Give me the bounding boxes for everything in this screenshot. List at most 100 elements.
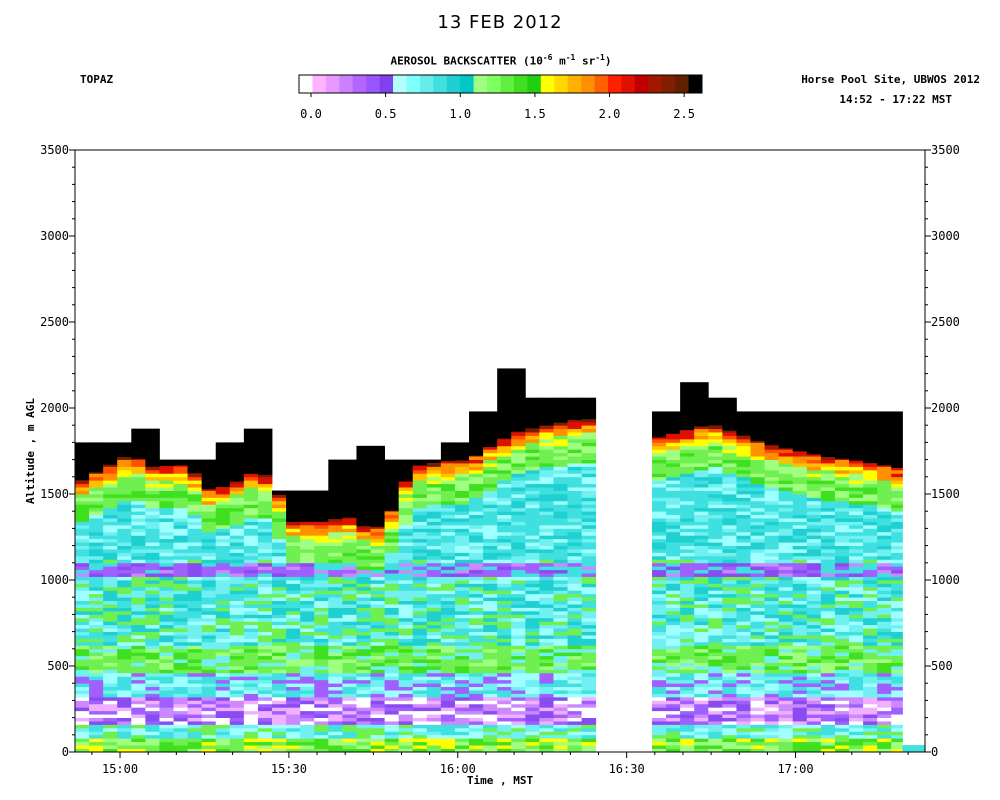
backscatter-cell (117, 727, 132, 732)
backscatter-cell (666, 528, 681, 533)
backscatter-cell (539, 676, 554, 681)
backscatter-cell (764, 621, 780, 626)
backscatter-cell (384, 617, 400, 622)
backscatter-cell (131, 607, 146, 612)
backscatter-cell (257, 721, 273, 725)
backscatter-cell (103, 535, 118, 540)
backscatter-cell (806, 614, 822, 619)
backscatter-cell (834, 590, 850, 595)
backscatter-cell (651, 542, 667, 546)
backscatter-cell (750, 514, 765, 519)
backscatter-cell (215, 538, 231, 543)
backscatter-cell (525, 617, 540, 622)
backscatter-cell (483, 683, 498, 688)
backscatter-cell (820, 741, 836, 746)
backscatter-cell (736, 576, 751, 581)
backscatter-cell (89, 610, 104, 615)
backscatter-cell (103, 741, 118, 746)
backscatter-cell (243, 476, 259, 481)
backscatter-cell (201, 576, 217, 581)
backscatter-cell (483, 576, 498, 581)
backscatter-cell (159, 614, 174, 619)
backscatter-cell (384, 731, 400, 736)
colorbar-swatch (352, 75, 367, 93)
backscatter-cell (173, 745, 188, 749)
backscatter-cell (680, 542, 695, 546)
backscatter-cell (75, 617, 90, 622)
backscatter-cell (314, 610, 329, 615)
backscatter-cell (778, 576, 794, 581)
backscatter-cell (103, 487, 118, 491)
backscatter-cell (722, 741, 737, 746)
backscatter-cell (539, 555, 554, 560)
backscatter-cell (117, 621, 132, 626)
backscatter-cell (750, 531, 765, 536)
backscatter-cell (356, 734, 371, 739)
backscatter-cell (736, 549, 751, 553)
backscatter-cell (103, 731, 118, 736)
backscatter-cell (820, 676, 836, 681)
backscatter-cell (806, 507, 822, 512)
backscatter-cell (187, 703, 203, 708)
backscatter-cell (666, 469, 681, 474)
backscatter-cell (539, 528, 554, 533)
backscatter-cell (483, 727, 498, 732)
backscatter-cell (398, 569, 414, 574)
backscatter-cell (581, 473, 597, 478)
backscatter-cell (483, 542, 498, 546)
colorbar-swatch (540, 75, 555, 93)
backscatter-cell (581, 645, 597, 650)
backscatter-cell (412, 617, 428, 622)
backscatter-cell (525, 621, 540, 626)
backscatter-cell (159, 487, 174, 491)
backscatter-cell (243, 528, 259, 533)
backscatter-cell (764, 469, 780, 474)
backscatter-cell (722, 607, 737, 612)
backscatter-cell (849, 545, 864, 550)
backscatter-cell (370, 635, 386, 639)
backscatter-cell (778, 456, 794, 460)
backscatter-cell (314, 617, 329, 622)
backscatter-cell (229, 542, 245, 546)
backscatter-cell (328, 600, 343, 605)
backscatter-cell (567, 452, 583, 457)
backscatter-cell (497, 631, 512, 636)
backscatter-cell (792, 600, 808, 605)
backscatter-cell (229, 521, 245, 526)
backscatter-cell (370, 549, 386, 553)
backscatter-cell (863, 545, 878, 550)
backscatter-cell (708, 562, 723, 567)
backscatter-cell (764, 521, 780, 526)
backscatter-cell (173, 741, 188, 746)
backscatter-cell (89, 624, 104, 629)
backscatter-cell (694, 438, 709, 443)
backscatter-cell (173, 614, 188, 619)
backscatter-cell (497, 745, 512, 749)
backscatter-cell (356, 738, 371, 743)
backscatter-cell (820, 573, 836, 577)
backscatter-cell (877, 655, 892, 660)
backscatter-cell (581, 696, 597, 701)
backscatter-cell (159, 535, 174, 540)
backscatter-cell (173, 538, 188, 543)
backscatter-cell (722, 511, 737, 516)
backscatter-cell (511, 721, 526, 725)
backscatter-cell (863, 710, 878, 715)
backscatter-cell (863, 559, 878, 564)
backscatter-cell (131, 576, 146, 581)
backscatter-cell (806, 617, 822, 622)
backscatter-cell (694, 463, 709, 467)
backscatter-cell (103, 521, 118, 526)
backscatter-cell (877, 734, 892, 739)
backscatter-cell (806, 518, 822, 522)
backscatter-cell (145, 528, 160, 533)
backscatter-cell (342, 586, 357, 591)
backscatter-cell (159, 590, 174, 595)
backscatter-cell (272, 566, 287, 571)
backscatter-cell (243, 655, 259, 660)
backscatter-cell (145, 607, 160, 612)
backscatter-cell (764, 727, 780, 732)
backscatter-cell (736, 710, 751, 715)
backscatter-cell (440, 463, 456, 467)
backscatter-cell (694, 745, 709, 749)
